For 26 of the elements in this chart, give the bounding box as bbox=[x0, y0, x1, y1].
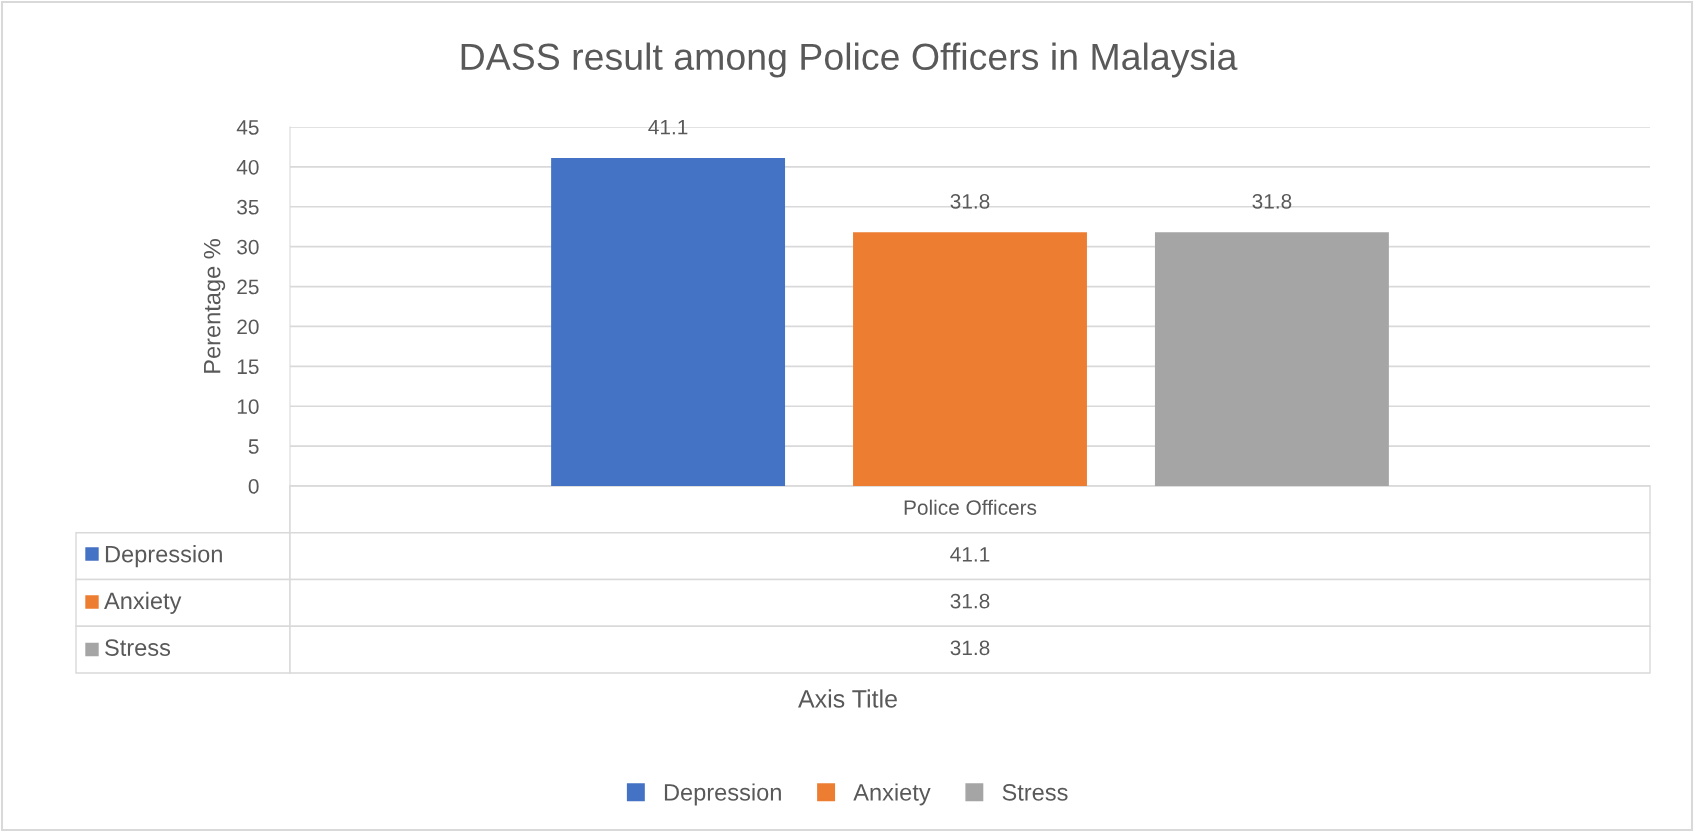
x-tick-label: Police Officers bbox=[904, 499, 1037, 515]
data-label: 41.1 bbox=[648, 120, 688, 135]
y-tick-label: 45 bbox=[236, 120, 259, 135]
y-tick-label: 25 bbox=[237, 279, 259, 295]
text: Anxiety bbox=[104, 591, 182, 614]
y-tick-label: 5 bbox=[248, 439, 259, 454]
y-tick-label: 30 bbox=[237, 239, 259, 255]
text: 41.1 bbox=[950, 547, 990, 562]
legend-label: Anxiety bbox=[853, 783, 931, 806]
text: 31.8 bbox=[950, 640, 990, 656]
legend-label: Stress bbox=[1002, 784, 1068, 801]
y-tick-label: 10 bbox=[237, 399, 259, 414]
legend-label: Depression bbox=[664, 783, 781, 806]
data-label: 31.8 bbox=[1252, 193, 1292, 209]
text: Axis Title bbox=[798, 689, 897, 708]
text: Stress bbox=[105, 639, 171, 656]
chart-title: DASS result among Police Officers in Malaysia bbox=[461, 42, 1238, 78]
y-tick-label: 40 bbox=[236, 159, 259, 175]
y-tick-label: 0 bbox=[248, 479, 259, 494]
text: Depression bbox=[105, 545, 222, 568]
y-tick-label: 35 bbox=[237, 199, 259, 215]
y-tick-label: 20 bbox=[237, 319, 259, 335]
y-tick-label: 15 bbox=[237, 359, 259, 375]
text: 31.8 bbox=[950, 593, 990, 609]
y-axis-title: Perentage % bbox=[203, 239, 226, 373]
data-label: 31.8 bbox=[950, 193, 990, 209]
